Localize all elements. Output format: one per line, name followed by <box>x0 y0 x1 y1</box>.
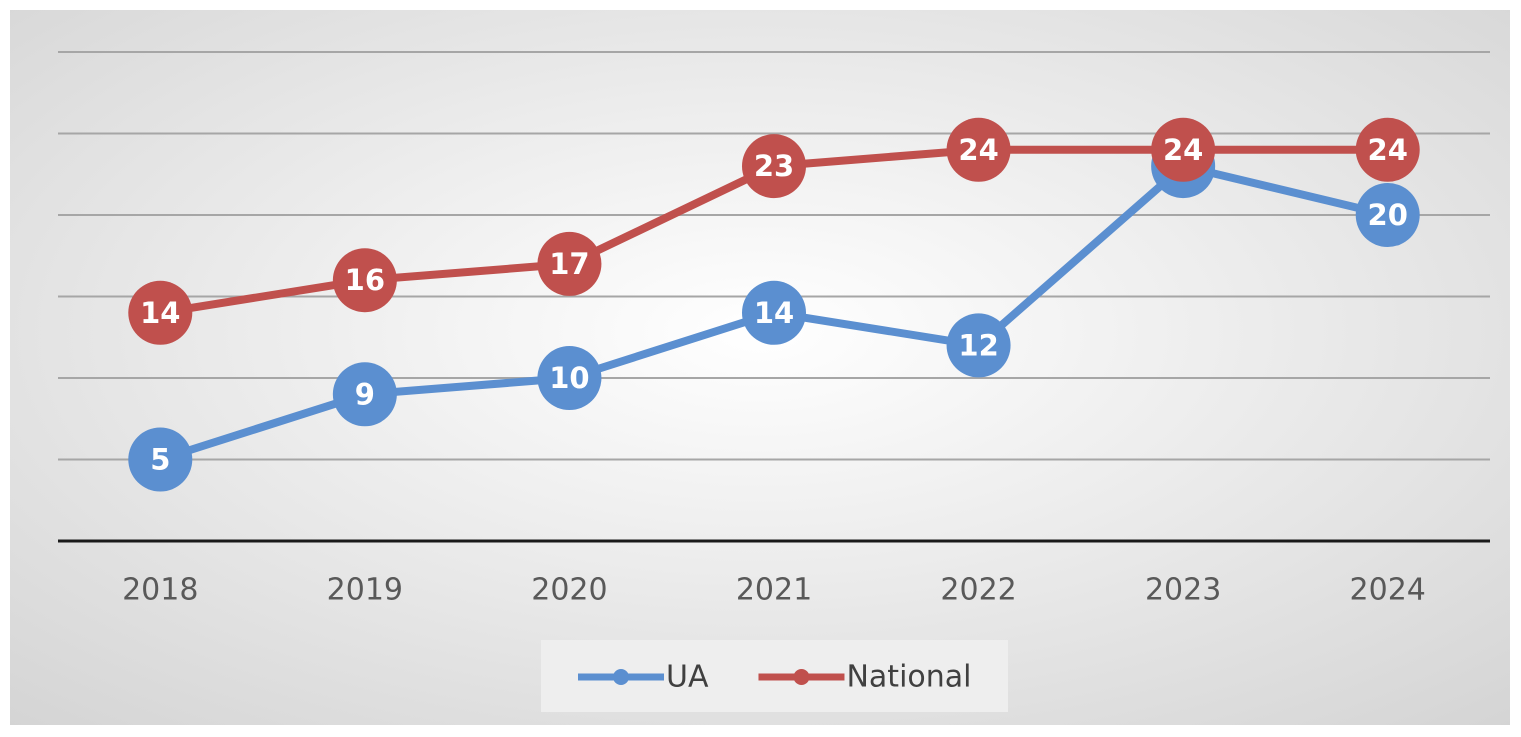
x-tick-label: 2019 <box>327 573 403 608</box>
data-label: 20 <box>1368 198 1408 232</box>
point-marker <box>742 280 806 345</box>
point-marker <box>1151 117 1216 182</box>
x-tick-label: 2021 <box>736 573 812 608</box>
x-tick-label: 2020 <box>531 573 607 608</box>
data-label: 23 <box>754 149 794 183</box>
data-label: 14 <box>140 296 180 330</box>
point-marker <box>742 134 806 199</box>
point-marker <box>1355 183 1420 247</box>
point-marker <box>1355 117 1420 182</box>
legend-label: National <box>846 660 971 695</box>
x-tick-label: 2018 <box>122 573 198 608</box>
x-tick-label: 2024 <box>1350 573 1426 608</box>
data-label: 24 <box>1368 133 1408 167</box>
x-tick-label: 2022 <box>940 573 1016 608</box>
data-label: 24 <box>1163 133 1203 167</box>
legend-label: UA <box>666 660 709 695</box>
point-marker <box>332 248 397 313</box>
data-label: 17 <box>549 247 589 281</box>
data-label: 10 <box>549 361 589 395</box>
data-label: 16 <box>345 263 385 297</box>
x-tick-label: 2023 <box>1145 573 1221 608</box>
point-marker <box>537 231 602 296</box>
legend-marker <box>613 669 629 685</box>
data-label: 5 <box>150 443 170 477</box>
point-marker <box>128 280 193 345</box>
point-marker <box>946 313 1011 378</box>
point-marker <box>537 346 602 410</box>
data-label: 9 <box>355 377 375 411</box>
point-marker <box>332 362 397 427</box>
data-label: 12 <box>958 328 998 362</box>
legend-marker <box>793 669 810 685</box>
data-label: 24 <box>958 133 998 167</box>
point-marker <box>128 427 193 492</box>
point-marker <box>946 117 1011 182</box>
chart-background <box>10 10 1510 725</box>
data-label: 14 <box>754 296 794 330</box>
